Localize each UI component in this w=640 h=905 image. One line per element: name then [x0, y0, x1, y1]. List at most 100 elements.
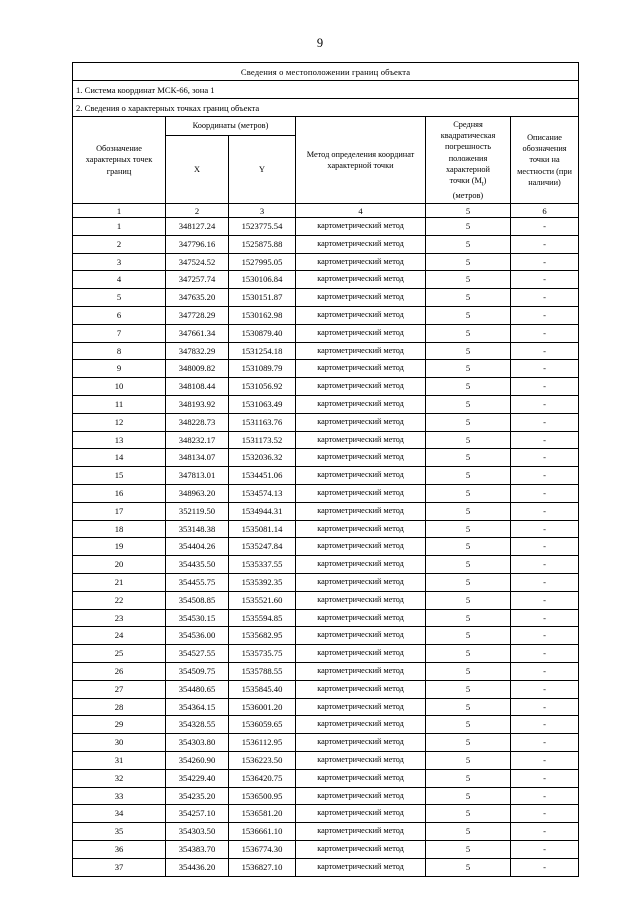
point-description-cell: - — [509, 768, 580, 788]
point-error-cell: 5 — [425, 679, 511, 699]
point-error-cell: 5 — [425, 252, 511, 272]
header-error-line-5: характерной — [446, 164, 490, 174]
point-number-cell: 29 — [72, 715, 166, 735]
point-x-cell: 348963.20 — [165, 484, 229, 503]
point-method-cell: картометрический метод — [295, 573, 426, 592]
point-y-cell: 1530151.87 — [228, 288, 296, 308]
point-method-cell: картометрический метод — [295, 217, 426, 236]
point-y-cell: 1523775.54 — [228, 217, 296, 236]
point-description-cell: - — [509, 679, 580, 699]
point-number-cell: 34 — [72, 804, 166, 824]
table-row: 18 353148.38 1535081.14 картометрический ме… — [72, 519, 580, 539]
point-description-cell: - — [509, 644, 580, 663]
point-x-cell: 348134.07 — [165, 448, 229, 468]
point-x-cell: 354383.70 — [165, 839, 229, 859]
point-x-cell: 354527.55 — [165, 644, 229, 663]
point-y-cell: 1535788.55 — [228, 662, 296, 681]
point-error-cell: 5 — [425, 786, 511, 806]
point-description-cell: - — [509, 697, 580, 717]
point-method-cell: картометрический метод — [295, 323, 426, 343]
point-error-cell: 5 — [425, 306, 511, 325]
point-number-cell: 33 — [72, 786, 166, 806]
point-y-cell: 1535845.40 — [228, 679, 296, 699]
table-row: 33 354235.20 1536500.95 картометрический ме… — [72, 786, 580, 806]
table-row: 36 354383.70 1536774.30 картометрический ме… — [72, 839, 580, 859]
table-row: 34 354257.10 1536581.20 картометрический ме… — [72, 804, 580, 824]
header-x: X — [165, 134, 229, 205]
column-number-4: 4 — [295, 203, 426, 219]
point-x-cell: 354260.90 — [165, 750, 229, 770]
table-row: 35 354303.50 1536661.10 картометрический ме… — [72, 822, 580, 841]
point-number-cell: 11 — [72, 395, 166, 414]
point-y-cell: 1535735.75 — [228, 644, 296, 663]
table-row: 1 348127.24 1523775.54 картометрический мет… — [72, 217, 580, 236]
point-y-cell: 1536581.20 — [228, 804, 296, 824]
point-description-cell: - — [509, 323, 580, 343]
point-method-cell: картометрический метод — [295, 252, 426, 272]
point-description-cell: - — [509, 412, 580, 432]
point-error-cell: 5 — [425, 590, 511, 610]
point-number-cell: 28 — [72, 697, 166, 717]
point-x-cell: 354480.65 — [165, 679, 229, 699]
point-number-cell: 2 — [72, 234, 166, 254]
point-y-cell: 1535247.84 — [228, 537, 296, 557]
table-row: 29 354328.55 1536059.65 картометрический ме… — [72, 715, 580, 735]
header-y: Y — [228, 134, 296, 205]
point-method-cell: картометрический метод — [295, 839, 426, 859]
header-mean-square-error: Средняя квадратическая погрешность полож… — [425, 115, 511, 205]
point-method-cell: картометрический метод — [295, 822, 426, 841]
point-y-cell: 1530162.98 — [228, 306, 296, 325]
point-description-cell: - — [509, 288, 580, 308]
point-x-cell: 354257.10 — [165, 804, 229, 824]
point-y-cell: 1535521.60 — [228, 590, 296, 610]
point-x-cell: 354235.20 — [165, 786, 229, 806]
point-number-cell: 22 — [72, 590, 166, 610]
point-method-cell: картометрический метод — [295, 662, 426, 681]
point-x-cell: 347635.20 — [165, 288, 229, 308]
table-row: 22 354508.85 1535521.60 картометрический ме… — [72, 590, 580, 610]
table-row: 5 347635.20 1530151.87 картометрический мет… — [72, 288, 580, 308]
column-number-1: 1 — [72, 203, 166, 219]
point-error-cell: 5 — [425, 448, 511, 468]
point-description-cell: - — [509, 234, 580, 254]
point-description-cell: - — [509, 715, 580, 735]
point-description-cell: - — [509, 395, 580, 414]
point-description-cell: - — [509, 430, 580, 450]
point-description-cell: - — [509, 501, 580, 521]
header-error-subscript: t — [481, 180, 484, 188]
point-error-cell: 5 — [425, 430, 511, 450]
coordinate-system-label: 1. Система координат МСК-66, зона 1 — [71, 80, 580, 99]
point-description-cell: - — [509, 590, 580, 610]
point-description-cell: - — [509, 626, 580, 646]
point-method-cell: картометрический метод — [295, 288, 426, 308]
table-row: 20 354435.50 1535337.55 картометрический ме… — [72, 555, 580, 575]
point-error-cell: 5 — [425, 395, 511, 414]
point-y-cell: 1531163.76 — [228, 412, 296, 432]
column-number-5: 5 — [425, 203, 511, 219]
point-description-cell: - — [509, 804, 580, 824]
table-row: 25 354527.55 1535735.75 картометрический ме… — [72, 644, 580, 663]
point-error-cell: 5 — [425, 768, 511, 788]
point-x-cell: 354404.26 — [165, 537, 229, 557]
point-error-cell: 5 — [425, 359, 511, 379]
point-x-cell: 348193.92 — [165, 395, 229, 414]
point-error-cell: 5 — [425, 715, 511, 735]
point-x-cell: 354536.00 — [165, 626, 229, 646]
point-error-cell: 5 — [425, 644, 511, 663]
point-number-cell: 5 — [72, 288, 166, 308]
point-method-cell: картометрический метод — [295, 750, 426, 770]
table-row: 30 354303.80 1536112.95 картометрический ме… — [72, 733, 580, 752]
point-y-cell: 1532036.32 — [228, 448, 296, 468]
point-x-cell: 348108.44 — [165, 377, 229, 397]
point-description-cell: - — [509, 377, 580, 397]
point-x-cell: 354509.75 — [165, 662, 229, 681]
column-number-3: 3 — [228, 203, 296, 219]
point-y-cell: 1535682.95 — [228, 626, 296, 646]
point-y-cell: 1536059.65 — [228, 715, 296, 735]
point-number-cell: 12 — [72, 412, 166, 432]
point-error-cell: 5 — [425, 270, 511, 290]
point-number-cell: 3 — [72, 252, 166, 272]
point-x-cell: 347728.29 — [165, 306, 229, 325]
point-y-cell: 1534451.06 — [228, 466, 296, 486]
point-y-cell: 1527995.05 — [228, 252, 296, 272]
